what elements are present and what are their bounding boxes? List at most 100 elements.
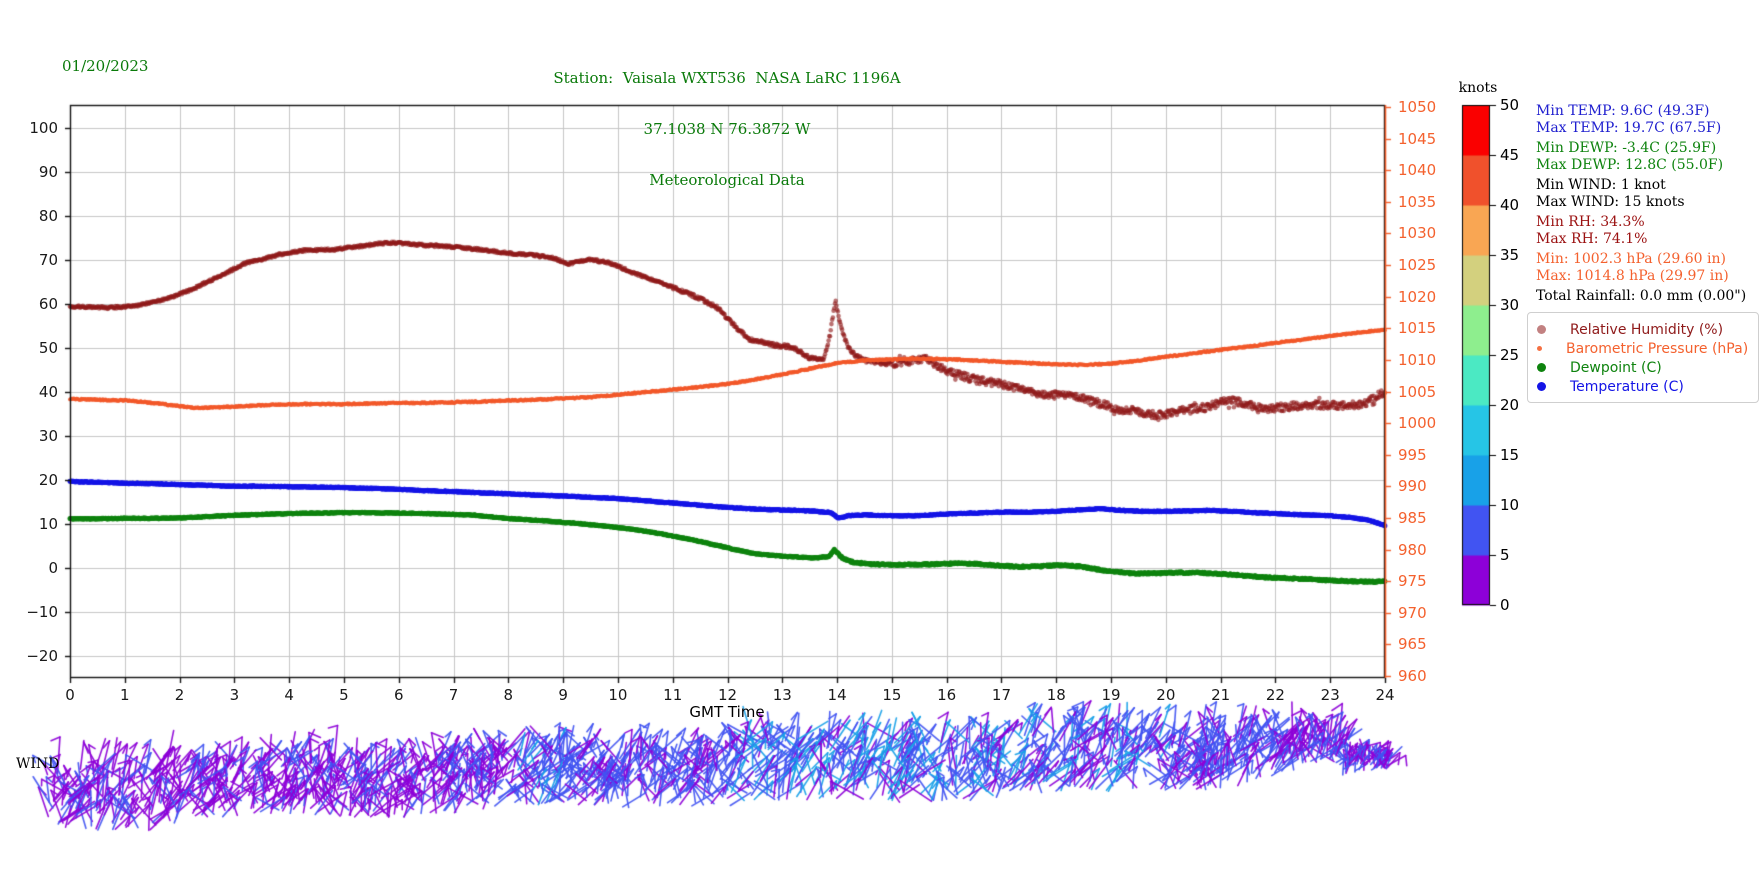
legend-item-label: Dewpoint (C): [1570, 359, 1662, 376]
wind-row-label: WIND: [16, 756, 60, 772]
y-right-tick-960: 960: [1398, 667, 1427, 686]
colorbar-tick-50: 50: [1500, 96, 1520, 114]
legend-marker-icon: [1537, 363, 1546, 372]
y-right-tick-975: 975: [1398, 572, 1427, 591]
x-tick-21: 21: [1211, 686, 1231, 704]
colorbar-tick-15: 15: [1500, 446, 1520, 464]
stat-line-2: Min DEWP: -3.4C (25.9F): [1536, 140, 1717, 156]
y-left-tick-0: 0: [48, 559, 58, 578]
y-right-tick-1035: 1035: [1398, 192, 1437, 211]
y-left-tick-30: 30: [38, 427, 58, 446]
x-tick-19: 19: [1101, 686, 1121, 704]
chart-title: Station: Vaisala WXT536 NASA LaRC 1196A …: [377, 36, 1077, 223]
y-left-tick-10: 10: [38, 515, 58, 534]
stat-line-10: Total Rainfall: 0.0 mm (0.00"): [1536, 288, 1747, 304]
x-tick-23: 23: [1320, 686, 1340, 704]
y-right-tick-1010: 1010: [1398, 350, 1437, 369]
y-right-tick-1045: 1045: [1398, 129, 1437, 148]
legend: Relative Humidity (%) Barometric Pressure…: [1527, 312, 1759, 403]
y-right-tick-1040: 1040: [1398, 161, 1437, 180]
y-right-tick-1025: 1025: [1398, 256, 1437, 274]
chart-title-line2: 37.1038 N 76.3872 W: [643, 120, 811, 138]
chart-title-line1: Station: Vaisala WXT536 NASA LaRC 1196A: [553, 69, 901, 87]
x-tick-1: 1: [120, 686, 130, 704]
y-right-tick-1015: 1015: [1398, 319, 1437, 338]
colorbar-tick-20: 20: [1500, 396, 1520, 414]
y-right-tick-990: 990: [1398, 477, 1427, 496]
x-axis-title: GMT Time: [689, 703, 765, 721]
y-left-tick--10: −10: [26, 603, 58, 622]
x-tick-8: 8: [503, 686, 514, 704]
y-right-tick-1005: 1005: [1398, 382, 1437, 401]
colorbar-tick-25: 25: [1500, 346, 1520, 364]
colorbar-tick-5: 5: [1500, 546, 1510, 564]
legend-marker-icon: [1537, 325, 1546, 334]
y-left-tick-70: 70: [38, 251, 58, 270]
x-tick-3: 3: [229, 686, 240, 704]
stat-line-4: Min WIND: 1 knot: [1536, 177, 1666, 193]
y-left-tick-90: 90: [38, 163, 58, 182]
stat-line-8: Min: 1002.3 hPa (29.60 in): [1536, 251, 1726, 267]
legend-marker-icon: [1537, 346, 1542, 351]
legend-item-2: Dewpoint (C): [1528, 358, 1758, 377]
y-right-tick-980: 980: [1398, 540, 1427, 559]
x-tick-16: 16: [937, 686, 957, 704]
y-right-tick-1000: 1000: [1398, 414, 1437, 433]
x-tick-14: 14: [827, 686, 847, 704]
y-right-tick-985: 985: [1398, 508, 1427, 527]
y-right-tick-995: 995: [1398, 445, 1427, 464]
stat-line-5: Max WIND: 15 knots: [1536, 194, 1685, 210]
stat-line-3: Max DEWP: 12.8C (55.0F): [1536, 157, 1724, 173]
x-tick-20: 20: [1156, 686, 1176, 704]
x-tick-10: 10: [608, 686, 628, 704]
y-left-tick--20: −20: [26, 647, 58, 665]
stat-line-7: Max RH: 74.1%: [1536, 231, 1648, 247]
legend-item-1: Barometric Pressure (hPa): [1528, 339, 1758, 358]
y-right-tick-970: 970: [1398, 603, 1427, 622]
x-tick-2: 2: [174, 686, 185, 704]
legend-item-label: Relative Humidity (%): [1570, 321, 1724, 338]
stat-line-6: Min RH: 34.3%: [1536, 214, 1645, 230]
stat-line-0: Min TEMP: 9.6C (49.3F): [1536, 103, 1710, 119]
x-tick-24: 24: [1375, 686, 1395, 704]
colorbar-tick-0: 0: [1500, 596, 1510, 614]
stats-block: Min TEMP: 9.6C (49.3F) Max TEMP: 19.7C (6…: [1536, 103, 1746, 305]
colorbar-tick-45: 45: [1500, 146, 1520, 164]
legend-item-label: Barometric Pressure (hPa): [1566, 340, 1749, 357]
x-tick-15: 15: [882, 686, 902, 704]
y-right-tick-1050: 1050: [1398, 97, 1437, 116]
colorbar-title: knots: [1458, 80, 1498, 96]
x-tick-6: 6: [393, 686, 404, 704]
x-tick-0: 0: [65, 686, 75, 704]
y-left-tick-40: 40: [38, 383, 58, 402]
legend-item-3: Temperature (C): [1528, 377, 1758, 396]
chart-title-line3: Meteorological Data: [649, 171, 805, 189]
x-tick-22: 22: [1265, 686, 1285, 704]
x-tick-18: 18: [1046, 686, 1066, 704]
x-tick-7: 7: [448, 686, 459, 704]
legend-marker-icon: [1537, 382, 1546, 391]
y-left-tick-80: 80: [38, 207, 58, 226]
colorbar-tick-10: 10: [1500, 496, 1520, 514]
colorbar-tick-30: 30: [1500, 296, 1520, 314]
y-right-tick-1030: 1030: [1398, 224, 1437, 243]
y-left-tick-100: 100: [29, 119, 58, 138]
stat-line-9: Max: 1014.8 hPa (29.97 in): [1536, 268, 1729, 284]
legend-item-0: Relative Humidity (%): [1528, 320, 1758, 339]
y-right-tick-965: 965: [1398, 635, 1427, 654]
x-tick-4: 4: [284, 686, 294, 704]
x-tick-17: 17: [991, 686, 1011, 704]
x-tick-11: 11: [663, 686, 683, 704]
y-left-tick-60: 60: [38, 295, 58, 314]
y-left-tick-50: 50: [38, 339, 58, 358]
y-left-tick-20: 20: [38, 471, 58, 490]
colorbar-tick-35: 35: [1500, 246, 1520, 264]
date-label: 01/20/2023: [62, 57, 149, 75]
x-tick-5: 5: [339, 686, 349, 704]
x-tick-13: 13: [772, 686, 792, 704]
stat-line-1: Max TEMP: 19.7C (67.5F): [1536, 120, 1722, 136]
colorbar-tick-40: 40: [1500, 196, 1520, 214]
y-right-tick-1020: 1020: [1398, 287, 1437, 306]
